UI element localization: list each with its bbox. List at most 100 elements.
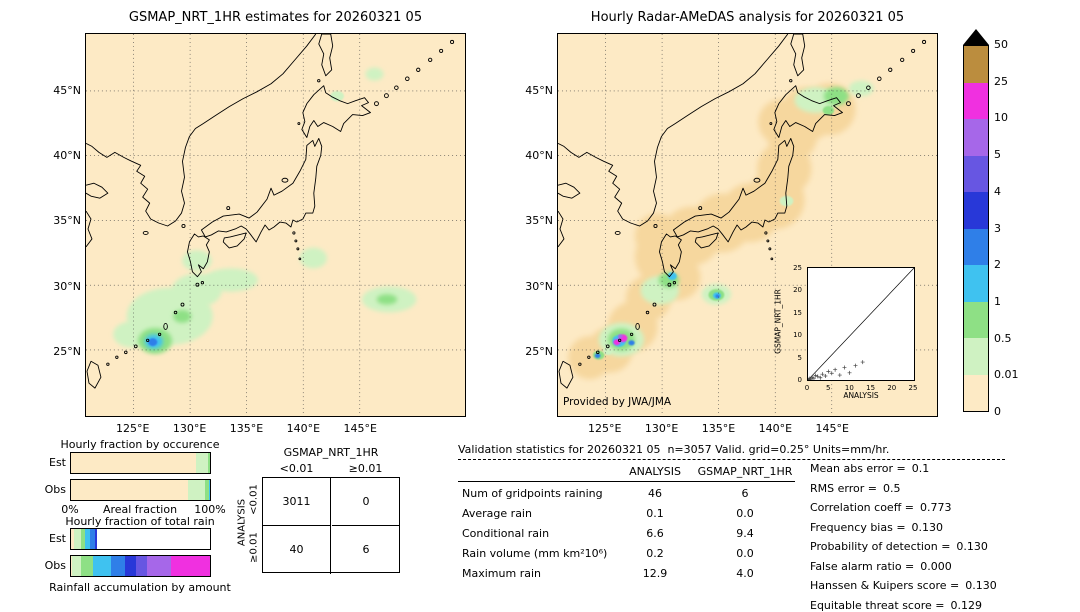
metric-value: 0.130 xyxy=(965,579,997,592)
lat-tick-label: 30°N xyxy=(53,279,81,293)
precip-cell xyxy=(148,338,158,347)
stats-row-label: Average rain xyxy=(462,507,532,520)
areal-fraction-max: 100% xyxy=(194,503,226,516)
colorbar-band xyxy=(964,374,988,411)
left-map-plot xyxy=(85,33,466,417)
bar-segment xyxy=(208,480,210,500)
bar-segment xyxy=(71,453,197,473)
metric-label: Equitable threat score = xyxy=(810,599,945,612)
lat-tick-label: 30°N xyxy=(525,279,553,293)
areal-fraction-axis-label: Areal fraction xyxy=(102,503,178,516)
contingency-table: 3011 0 40 6 xyxy=(262,477,400,574)
scatter-point xyxy=(853,363,858,368)
inset-x-tick-label: 15 xyxy=(866,384,876,392)
contingency-cell: 6 xyxy=(362,543,370,556)
lat-tick-label: 45°N xyxy=(53,84,81,98)
lon-tick-label: 140°E xyxy=(758,422,793,435)
metric-value: 0.5 xyxy=(882,482,901,495)
inset-y-tick-label: 0 xyxy=(797,376,802,384)
inset-x-tick-label: 25 xyxy=(908,384,918,392)
metric-row: Mean abs error = 0.1 xyxy=(810,462,929,475)
contingency-column-group-label: GSMAP_NRT_1HR xyxy=(283,446,379,459)
stats-gsmap-value: 4.0 xyxy=(736,567,754,580)
precip-layer xyxy=(593,80,874,360)
metric-label: RMS error = xyxy=(810,482,877,495)
colorbar xyxy=(963,45,989,412)
right-map-title: Hourly Radar-AMeDAS analysis for 2026032… xyxy=(590,10,905,25)
lon-tick-label: 145°E xyxy=(815,422,849,435)
bar-segment xyxy=(72,556,81,576)
scatter-point xyxy=(820,372,825,377)
bar-segment xyxy=(97,529,210,549)
stats-row: Average rain 0.1 0.0 xyxy=(458,507,803,523)
colorbar-tick-label: 50 xyxy=(994,38,1008,51)
scatter-point xyxy=(818,375,823,380)
metric-label: False alarm ratio = xyxy=(810,560,915,573)
colorbar-band xyxy=(964,119,988,156)
lat-tick-label: 25°N xyxy=(525,344,553,358)
inset-y-tick-label: 5 xyxy=(797,353,802,362)
header-rule xyxy=(458,481,795,482)
scatter-point xyxy=(829,371,834,376)
colorbar-band xyxy=(964,228,988,265)
stats-col-header-analysis: ANALYSIS xyxy=(629,465,681,478)
inset-y-axis-label: GSMAP_NRT_1HR xyxy=(773,289,783,354)
lat-tick-label: 25°N xyxy=(53,344,81,358)
bar-segment xyxy=(80,529,85,549)
colorbar-tick-label: 1 xyxy=(994,294,1001,308)
precip-cell xyxy=(848,80,874,97)
colorbar-band xyxy=(964,192,988,229)
metric-row: Hanssen & Kuipers score = 0.130 xyxy=(810,579,997,592)
scatter-point xyxy=(860,360,865,365)
metric-value: 0.130 xyxy=(956,540,988,553)
stats-row-label: Num of gridpoints raining xyxy=(462,487,603,500)
bar-segment xyxy=(93,556,112,576)
precip-cell xyxy=(299,247,327,269)
metric-value: 0.129 xyxy=(950,599,982,612)
colorbar-band xyxy=(964,301,988,338)
colorbar-tick-label: 3 xyxy=(994,221,1001,235)
precip-cell xyxy=(330,90,344,102)
bar-segment xyxy=(71,556,73,576)
colorbar-tick-label: 10 xyxy=(994,111,1008,125)
bar-segment xyxy=(90,529,95,549)
scatter-point xyxy=(847,370,852,375)
metric-value: 0.130 xyxy=(911,521,944,534)
lat-tick-label: 45°N xyxy=(525,84,553,98)
map-credit: Provided by JWA/JMA xyxy=(563,396,672,408)
scatter-point xyxy=(826,369,831,374)
bar-segment xyxy=(73,529,81,549)
stats-gsmap-value: 0.0 xyxy=(736,547,754,560)
graticule xyxy=(86,34,465,416)
radar-coverage-cell xyxy=(758,99,804,145)
precip-cell xyxy=(617,334,623,339)
precip-cell xyxy=(182,250,212,271)
metric-row: RMS error = 0.5 xyxy=(810,482,900,495)
precip-cell xyxy=(823,87,849,106)
colorbar-tick-label: 4 xyxy=(994,184,1001,198)
bar-segment xyxy=(125,556,137,576)
inset-y-tick-label: 25 xyxy=(793,264,802,272)
precip-cell xyxy=(613,339,621,346)
est-occurrence-bar xyxy=(70,452,211,474)
radar-coverage-cell xyxy=(634,213,681,259)
one-to-one-line xyxy=(808,268,914,380)
inset-x-tick-label: 20 xyxy=(887,384,897,392)
metric-label: Hanssen & Kuipers score = xyxy=(810,579,960,592)
precip-cell xyxy=(594,353,601,359)
scatter-point xyxy=(811,376,816,380)
colorbar-over-triangle xyxy=(963,29,989,45)
metric-value: 0.773 xyxy=(920,501,952,514)
scatter-point xyxy=(813,373,818,378)
contingency-row-label-ge: ≥0.01 xyxy=(248,532,260,563)
stats-col-header-gsmap: GSMAP_NRT_1HR xyxy=(697,465,793,478)
bar-segment xyxy=(171,556,210,576)
metric-value: 0.000 xyxy=(920,560,952,573)
areal-fraction-min: 0% xyxy=(61,503,79,516)
metric-label: Mean abs error = xyxy=(810,462,906,475)
left-map-canvas xyxy=(86,34,465,416)
bar-segment xyxy=(136,556,148,576)
colorbar-band xyxy=(964,265,988,302)
lon-tick-label: 125°E xyxy=(588,422,622,435)
